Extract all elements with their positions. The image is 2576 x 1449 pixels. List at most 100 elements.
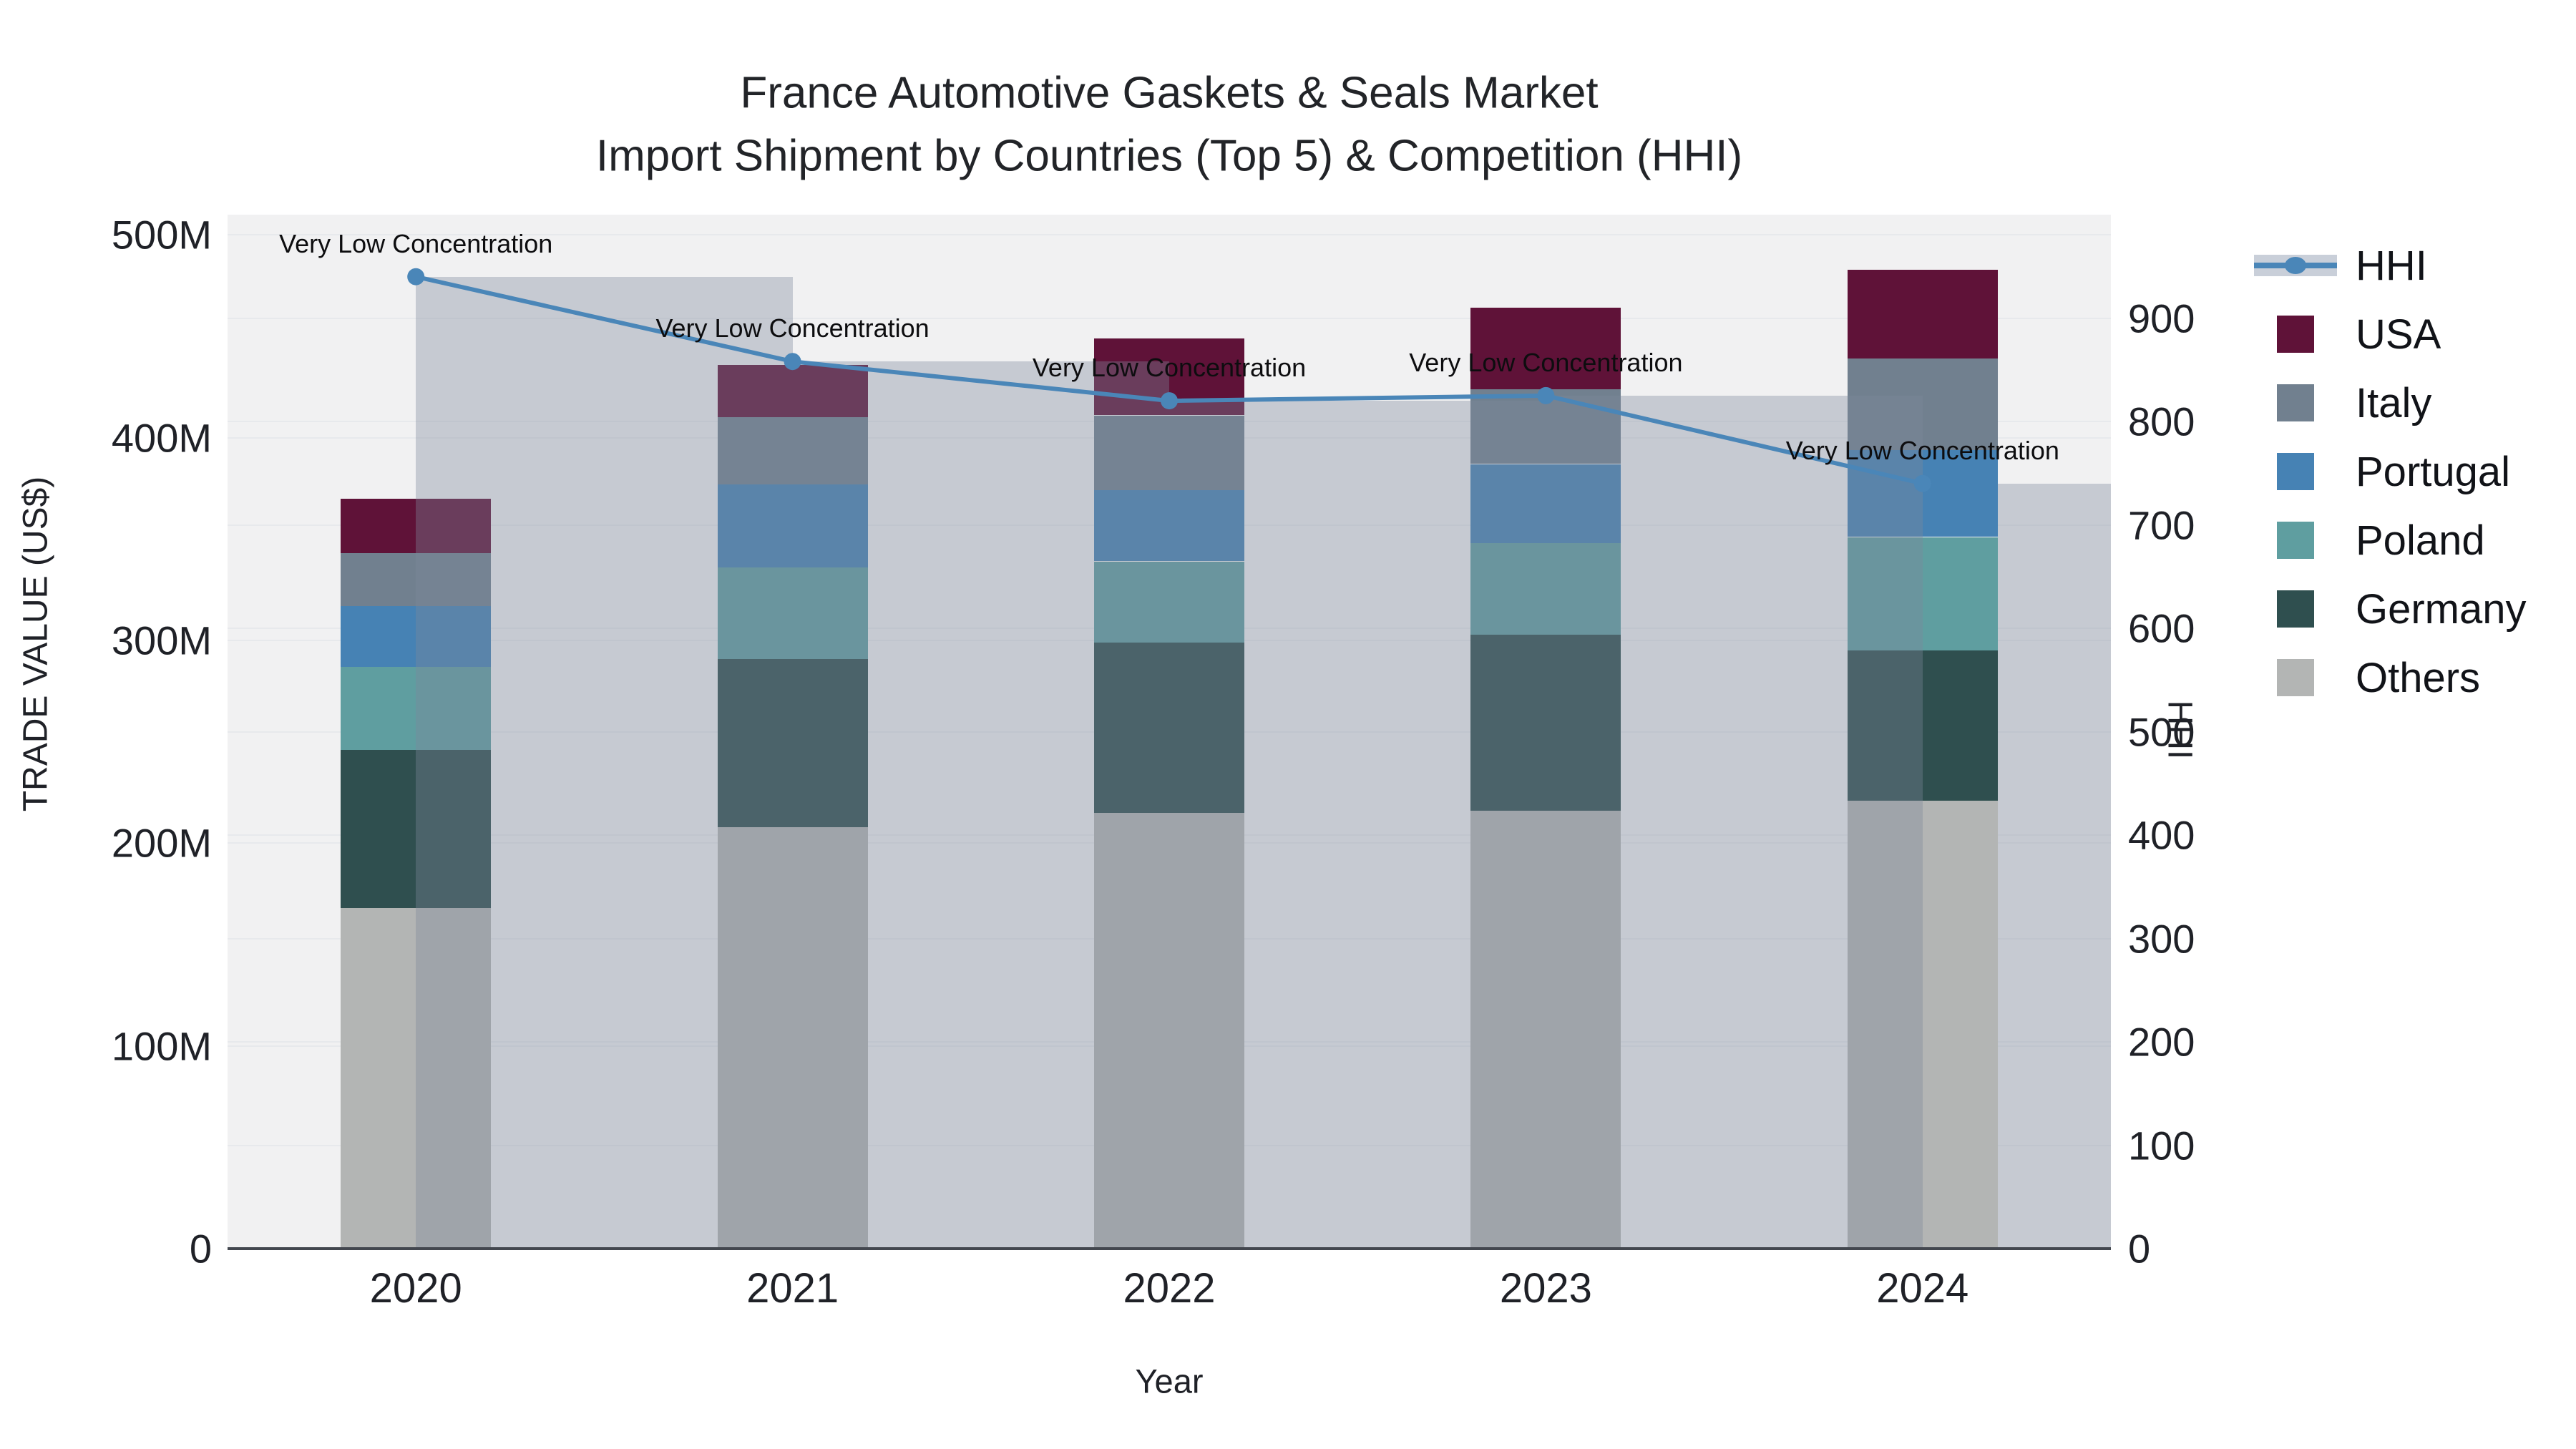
- legend-label-portugal: Portugal: [2356, 448, 2511, 495]
- bar-segment-poland-2022: [1094, 561, 1244, 643]
- bar-segment-others-2024: [1847, 800, 1998, 1249]
- color-swatch-icon: [2277, 316, 2314, 353]
- bar-segment-others-2020: [341, 908, 492, 1249]
- hhi-column-2022: [1169, 401, 1546, 1249]
- annotation-2020: Very Low Concentration: [279, 228, 553, 258]
- x-axis-title: Year: [1135, 1362, 1204, 1400]
- y-right-tick-900: 900: [2128, 296, 2195, 341]
- hhi-column-2021: [792, 361, 1169, 1249]
- bar-segment-poland-2024: [1847, 537, 1998, 651]
- bar-segment-italy-2024: [1847, 358, 1998, 450]
- bar-segment-poland-2023: [1470, 543, 1621, 635]
- bar-segment-others-2023: [1470, 811, 1621, 1249]
- y-right-tick-100: 100: [2128, 1123, 2195, 1168]
- bar-segment-italy-2020: [341, 553, 492, 606]
- bar-segment-germany-2022: [1094, 642, 1244, 813]
- bar-segment-poland-2021: [717, 567, 868, 659]
- bar-segment-usa-2023: [1470, 308, 1621, 389]
- y-left-tick-200M: 200M: [111, 820, 212, 866]
- hhi-line-layer: [407, 268, 1931, 492]
- hhi-marker-2021: [784, 353, 801, 371]
- legend-label-others: Others: [2356, 654, 2481, 701]
- gridline: [228, 317, 2111, 319]
- legend-label-hhi: HHI: [2356, 242, 2427, 289]
- y-left-tick-400M: 400M: [111, 415, 212, 461]
- legend-label-poland: Poland: [2356, 517, 2485, 564]
- bar-segment-poland-2020: [341, 666, 492, 750]
- y-left-tick-100M: 100M: [111, 1023, 212, 1069]
- hhi-column-2023: [1546, 395, 1923, 1249]
- chart-title-line2: Import Shipment by Countries (Top 5) & C…: [595, 131, 1743, 181]
- bar-segment-usa-2024: [1847, 269, 1998, 359]
- y-right-tick-700: 700: [2128, 502, 2195, 547]
- y-right-tick-300: 300: [2128, 916, 2195, 961]
- y-right-tick-200: 200: [2128, 1019, 2195, 1065]
- legend-item-poland[interactable]: Poland: [2254, 506, 2485, 575]
- legend-swatch-others: [2254, 643, 2337, 712]
- hhi-marker-2022: [1161, 392, 1178, 410]
- bar-segment-italy-2021: [717, 417, 868, 484]
- legend-label-usa: USA: [2356, 311, 2441, 358]
- color-swatch-icon: [2277, 453, 2314, 490]
- y-right-tick-500: 500: [2128, 709, 2195, 754]
- legend-item-hhi[interactable]: HHI: [2254, 231, 2427, 300]
- legend-swatch-germany: [2254, 575, 2337, 643]
- y-left-tick-300M: 300M: [111, 618, 212, 663]
- bar-segment-italy-2022: [1094, 415, 1244, 491]
- x-tick-2022: 2022: [1123, 1265, 1216, 1312]
- annotation-2024: Very Low Concentration: [1785, 435, 2059, 465]
- bar-segment-portugal-2024: [1847, 449, 1998, 537]
- y-right-tick-400: 400: [2128, 812, 2195, 858]
- hhi-column-2024: [1997, 483, 2111, 1249]
- bar-segment-germany-2023: [1470, 634, 1621, 811]
- hhi-marker-2024: [1913, 474, 1931, 492]
- bar-segment-usa-2020: [341, 498, 492, 554]
- legend-swatch-poland: [2254, 506, 2337, 575]
- bar-segment-others-2022: [1094, 812, 1244, 1249]
- legend-swatch-italy: [2254, 369, 2337, 437]
- x-axis-line: [228, 1247, 2111, 1250]
- bar-segment-germany-2024: [1847, 650, 1998, 801]
- legend-item-italy[interactable]: Italy: [2254, 369, 2431, 437]
- annotation-2023: Very Low Concentration: [1409, 347, 1683, 377]
- y-right-tick-0: 0: [2128, 1226, 2151, 1272]
- gridline: [228, 234, 2111, 236]
- hhi-column-2020: [416, 276, 793, 1249]
- y-left-tick-500M: 500M: [111, 212, 212, 258]
- color-swatch-icon: [2277, 590, 2314, 628]
- bar-segment-others-2021: [717, 826, 868, 1249]
- bar-segment-portugal-2023: [1470, 464, 1621, 543]
- bar-segment-portugal-2020: [341, 605, 492, 667]
- legend-swatch-usa: [2254, 300, 2337, 369]
- x-tick-2023: 2023: [1499, 1265, 1592, 1312]
- y-left-tick-0: 0: [189, 1226, 212, 1272]
- bar-segment-germany-2021: [717, 658, 868, 827]
- legend-item-portugal[interactable]: Portugal: [2254, 437, 2510, 506]
- hhi-dot-icon: [2285, 257, 2306, 274]
- legend-item-usa[interactable]: USA: [2254, 300, 2441, 369]
- x-tick-2021: 2021: [746, 1265, 839, 1312]
- x-tick-2024: 2024: [1876, 1265, 1969, 1312]
- bar-segment-portugal-2021: [717, 484, 868, 567]
- legend-label-italy: Italy: [2356, 379, 2432, 426]
- hhi-marker-2023: [1537, 386, 1555, 404]
- y-right-axis-title: HHI: [2160, 700, 2199, 760]
- x-tick-2020: 2020: [369, 1265, 462, 1312]
- legend-hhi-line-icon: [2254, 231, 2337, 300]
- color-swatch-icon: [2277, 659, 2314, 696]
- bar-segment-germany-2020: [341, 750, 492, 908]
- legend-label-germany: Germany: [2356, 585, 2527, 633]
- bar-segment-usa-2021: [717, 364, 868, 418]
- y-left-axis-title: TRADE VALUE (US$): [16, 476, 55, 812]
- annotation-2021: Very Low Concentration: [655, 313, 930, 343]
- y-right-tick-800: 800: [2128, 399, 2195, 444]
- color-swatch-icon: [2277, 384, 2314, 421]
- annotation-2022: Very Low Concentration: [1032, 353, 1307, 383]
- legend-swatch-portugal: [2254, 437, 2337, 506]
- y-right-tick-600: 600: [2128, 605, 2195, 651]
- chart-title-line1: France Automotive Gaskets & Seals Market: [740, 68, 1599, 118]
- legend-item-others[interactable]: Others: [2254, 643, 2480, 712]
- bar-segment-portugal-2022: [1094, 490, 1244, 562]
- legend-item-germany[interactable]: Germany: [2254, 575, 2527, 643]
